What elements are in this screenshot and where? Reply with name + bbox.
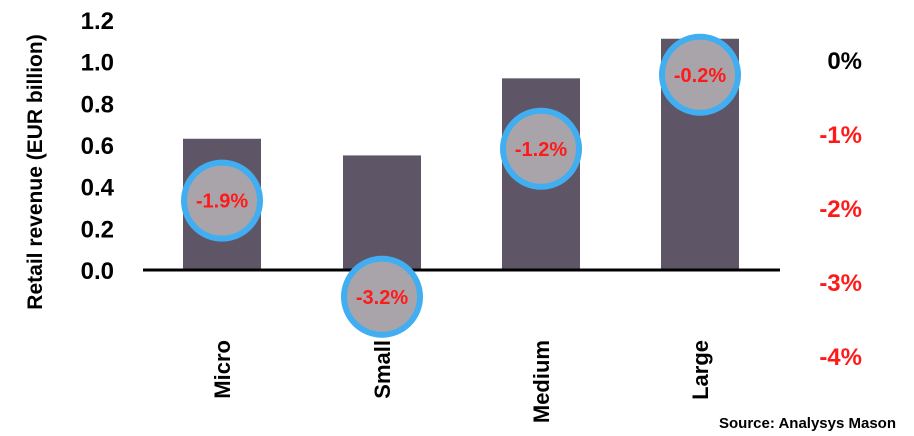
percent-marker-label: -3.2% (356, 287, 408, 309)
percent-marker-circle (181, 159, 263, 242)
y-axis-right-ticks: 0% -1% -2% -3% -4% (819, 48, 862, 371)
percent-marker-circle (341, 255, 423, 338)
y-tick-label: 0.8 (81, 91, 114, 118)
x-category-label: Large (688, 340, 713, 400)
percent-marker-circle (500, 107, 582, 190)
y2-tick-label: -3% (819, 270, 862, 297)
percent-marker-label: -0.2% (674, 65, 726, 87)
y2-tick-label: -4% (819, 344, 862, 371)
y-axis-left-ticks: 0.0 0.2 0.4 0.6 0.8 1.0 1.2 (81, 8, 115, 285)
x-category-label: Medium (529, 340, 554, 423)
percent-marker-label: -1.9% (196, 191, 248, 213)
x-axis-categories: Micro Small Medium Large (210, 340, 713, 423)
y2-tick-label: 0% (827, 48, 862, 75)
y-tick-label: 0.6 (81, 133, 114, 160)
y2-tick-label: -1% (819, 122, 862, 149)
y-tick-label: 0.0 (81, 258, 114, 285)
x-category-label: Small (370, 340, 395, 399)
y-tick-label: 1.2 (81, 8, 114, 35)
y-tick-label: 1.0 (81, 50, 114, 77)
bar-small (343, 155, 421, 270)
y2-tick-label: -2% (819, 196, 862, 223)
x-category-label: Micro (210, 340, 235, 399)
percent-marker-label: -1.2% (515, 139, 567, 161)
percent-markers: -1.9% -3.2% -1.2% -0.2% (181, 33, 741, 338)
source-note: Source: Analysys Mason (719, 415, 896, 432)
y-axis-title: Retail revenue (EUR billion) (24, 34, 47, 309)
y-tick-label: 0.2 (81, 216, 114, 243)
y-tick-label: 0.4 (81, 175, 115, 202)
percent-marker-circle (659, 33, 741, 116)
bars (183, 38, 739, 270)
